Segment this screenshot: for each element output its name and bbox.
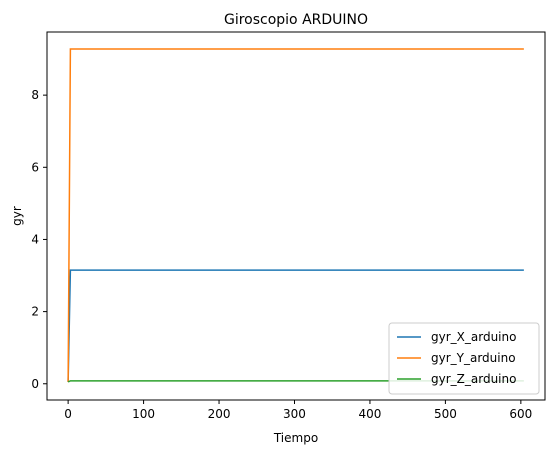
y-axis: 0 2 4 6 8 (31, 88, 47, 391)
legend: gyr_X_arduino gyr_Y_arduino gyr_Z_arduino (388, 322, 540, 395)
x-tick-label: 600 (509, 407, 532, 421)
y-tick-label: 4 (31, 232, 39, 246)
y-tick-label: 6 (31, 160, 39, 174)
legend-box (388, 322, 540, 395)
plot-frame (46, 31, 546, 401)
x-tick-label: 100 (132, 407, 155, 421)
x-tick-label: 200 (208, 407, 231, 421)
series-line-gyr_Y_arduino (67, 48, 524, 382)
legend-label-gyr_Z_arduino: gyr_Z_arduino (431, 372, 516, 386)
x-axis-label: Tiempo (273, 431, 318, 445)
series-line-gyr_Z_arduino (67, 380, 524, 383)
x-tick-label: 300 (283, 407, 306, 421)
y-axis-label: gyr (10, 206, 24, 226)
chart-title: Giroscopio ARDUINO (224, 12, 368, 28)
legend-label-gyr_Y_arduino: gyr_Y_arduino (431, 351, 516, 365)
y-tick-label: 8 (31, 88, 39, 102)
x-tick-label: 0 (64, 407, 72, 421)
y-tick-label: 2 (31, 305, 39, 319)
x-tick-label: 400 (358, 407, 381, 421)
y-tick-label: 0 (31, 377, 39, 391)
x-tick-label: 500 (434, 407, 457, 421)
legend-label-gyr_X_arduino: gyr_X_arduino (431, 330, 516, 344)
x-axis: 0 100 200 300 400 500 600 (64, 400, 532, 421)
plot-area (67, 48, 524, 383)
